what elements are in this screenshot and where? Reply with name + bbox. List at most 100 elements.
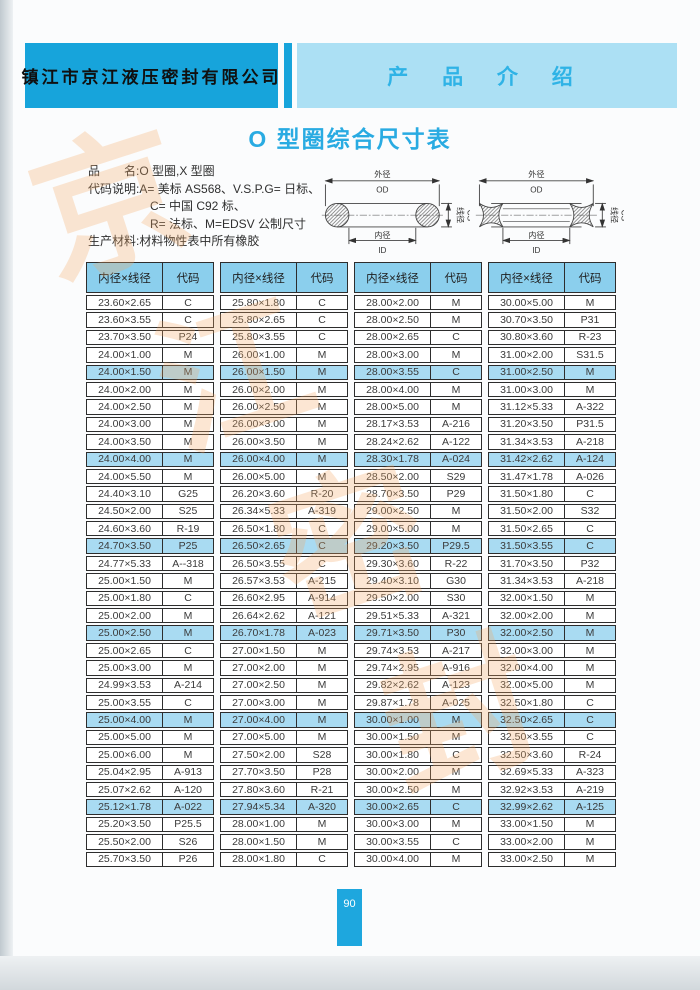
size-cell: 30.00×1.00: [355, 713, 431, 727]
size-cell: 30.00×2.50: [355, 782, 431, 797]
table-row: 25.70×3.50 P26: [86, 851, 214, 867]
table-row: 32.69×5.33 A-323: [488, 764, 616, 780]
info-line-code-c: C= 中国 C92 标、: [150, 199, 246, 213]
size-cell: 24.40×3.10: [87, 487, 163, 501]
size-cell: 24.00×1.00: [87, 348, 163, 362]
id-label: 内径: [374, 230, 390, 240]
code-cell: M: [183, 661, 193, 674]
size-cell: 27.00×5.00: [221, 730, 297, 745]
table-row: 27.00×2.00 M: [220, 660, 348, 676]
size-cell: 28.17×3.53: [355, 417, 431, 432]
table-row: 28.00×2.00 M: [354, 295, 482, 311]
size-cell: 26.60×2.95: [221, 591, 297, 606]
od-label: 外径: [374, 169, 390, 179]
col-header-code: 代码: [578, 272, 602, 285]
size-cell: 24.00×3.50: [87, 435, 163, 449]
table-row: 25.00×3.55 C: [86, 694, 214, 711]
code-cell: A-217: [441, 644, 471, 657]
size-cell: 25.00×6.00: [87, 748, 163, 762]
size-cell: 27.70×3.50: [221, 765, 297, 779]
code-cell: C: [184, 696, 192, 709]
table-row: 26.50×1.80 C: [220, 521, 348, 537]
size-cell: 32.00×1.50: [489, 591, 565, 606]
code-cell: A-121: [307, 609, 337, 622]
table-row: 26.00×2.50 M: [220, 399, 348, 415]
code-cell: M: [183, 714, 193, 727]
size-cell: 25.00×2.00: [87, 609, 163, 623]
size-cell: 25.07×2.62: [87, 782, 163, 797]
code-cell: M: [183, 731, 193, 744]
size-cell: 28.00×2.50: [355, 313, 431, 327]
size-cell: 32.50×3.60: [489, 748, 565, 762]
size-cell: 29.71×3.50: [355, 626, 431, 640]
table-row: 31.34×3.53 A-218: [488, 573, 616, 589]
size-cell: 30.00×4.00: [355, 852, 431, 866]
table-row: 26.00×4.00 M: [220, 451, 348, 467]
code-cell: C: [184, 314, 192, 327]
code-cell: M: [585, 679, 595, 692]
code-cell: M: [317, 453, 327, 466]
table-group: 内径×线径 代码 30.00×5.00 M 30.70×3.50 P31 30.80×3.6…: [488, 262, 616, 869]
size-cell: 26.50×2.65: [221, 539, 297, 553]
size-cell: 28.00×1.50: [221, 835, 297, 849]
code-cell: M: [451, 783, 461, 796]
table-row: 29.82×2.62 A-123: [354, 677, 482, 693]
size-cell: 29.51×5.33: [355, 609, 431, 623]
size-cell: 23.60×2.65: [87, 296, 163, 310]
table-row: 28.24×2.62 A-122: [354, 434, 482, 450]
size-cell: 24.00×2.00: [87, 382, 163, 397]
od-label: 外径: [528, 169, 544, 179]
code-cell: C: [318, 853, 326, 866]
cs-code-label: CS: [619, 210, 624, 222]
table-row: 29.30×3.60 R-22: [354, 555, 482, 572]
code-cell: M: [317, 835, 327, 848]
size-cell: 25.04×2.95: [87, 765, 163, 779]
code-cell: A-124: [575, 453, 605, 466]
x-ring-section-diagram: 外径 OD 内径 ID 线径 CS: [474, 168, 624, 256]
size-cell: 31.34×3.53: [489, 435, 565, 449]
code-cell: M: [451, 314, 461, 327]
info-line-material: 生产材料:材料物性表中所有橡胶: [88, 234, 260, 248]
table-row: 32.00×2.50 M: [488, 625, 616, 641]
code-cell: R-21: [310, 783, 334, 796]
table-row: 29.71×3.50 P30: [354, 625, 482, 641]
table-row: 25.00×1.80 C: [86, 590, 214, 607]
size-cell: 29.74×3.53: [355, 643, 431, 658]
table-row: 26.20×3.60 R-20: [220, 486, 348, 502]
code-cell: A-218: [575, 435, 605, 448]
code-cell: A-216: [441, 418, 471, 431]
table-group: 内径×线径 代码 23.60×2.65 C 23.60×3.55 C 23.70×3.50 P…: [86, 262, 214, 869]
table-row: 31.47×1.78 A-026: [488, 468, 616, 485]
code-cell: A-120: [173, 783, 203, 796]
size-cell: 24.00×5.50: [87, 469, 163, 484]
code-cell: M: [451, 401, 461, 414]
code-cell: C: [452, 331, 460, 344]
code-cell: M: [585, 853, 595, 866]
table-row: 26.00×1.50 M: [220, 364, 348, 380]
table-row: 26.60×2.95 A-914: [220, 590, 348, 607]
table-header-row: 内径×线径 代码: [220, 262, 348, 293]
size-cell: 31.00×3.00: [489, 382, 565, 397]
size-cell: 29.20×3.50: [355, 539, 431, 553]
table-row: 32.50×3.60 R-24: [488, 747, 616, 763]
col-header-size: 内径×线径: [221, 263, 297, 292]
code-cell: C: [318, 557, 326, 570]
size-cell: 25.80×2.65: [221, 313, 297, 327]
table-row: 28.00×1.00 M: [220, 816, 348, 833]
size-cell: 29.50×2.00: [355, 591, 431, 606]
size-cell: 31.70×3.50: [489, 556, 565, 571]
table-row: 31.20×3.50 P31.5: [488, 416, 616, 433]
code-cell: M: [317, 818, 327, 831]
table-row: 26.50×3.55 C: [220, 555, 348, 572]
code-cell: R-23: [578, 331, 602, 344]
code-cell: A-914: [307, 592, 337, 605]
page-number: 90: [337, 889, 362, 946]
code-cell: A-319: [307, 505, 337, 518]
size-cell: 28.00×3.55: [355, 365, 431, 379]
code-cell: A-022: [173, 801, 203, 814]
size-cell: 25.50×2.00: [87, 835, 163, 849]
size-cell: 25.80×1.80: [221, 296, 297, 310]
code-cell: M: [183, 748, 193, 761]
size-cell: 28.70×3.50: [355, 487, 431, 501]
code-cell: C: [586, 522, 594, 535]
